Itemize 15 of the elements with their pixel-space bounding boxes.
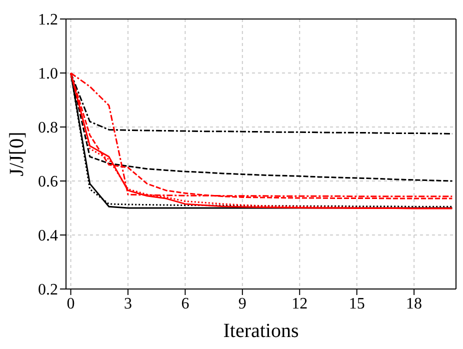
y-tick-label: 0.4 (38, 228, 58, 245)
x-tick-label: 3 (124, 295, 132, 312)
y-tick-label: 1.0 (38, 66, 58, 83)
x-tick-label: 15 (348, 295, 365, 312)
y-tick-label: 0.2 (38, 282, 58, 299)
x-tick-label: 12 (292, 295, 308, 312)
y-tick-label: 0.8 (38, 120, 58, 137)
y-tick-label: 0.6 (38, 174, 58, 191)
x-tick-label: 18 (406, 295, 422, 312)
x-tick-label: 9 (238, 295, 246, 312)
x-axis-title: Iterations (223, 320, 299, 342)
x-tick-label: 0 (66, 295, 75, 312)
y-tick-label: 1.2 (38, 12, 58, 29)
y-axis-title: J/J[0] (6, 132, 28, 176)
x-tick-label: 6 (181, 295, 190, 312)
